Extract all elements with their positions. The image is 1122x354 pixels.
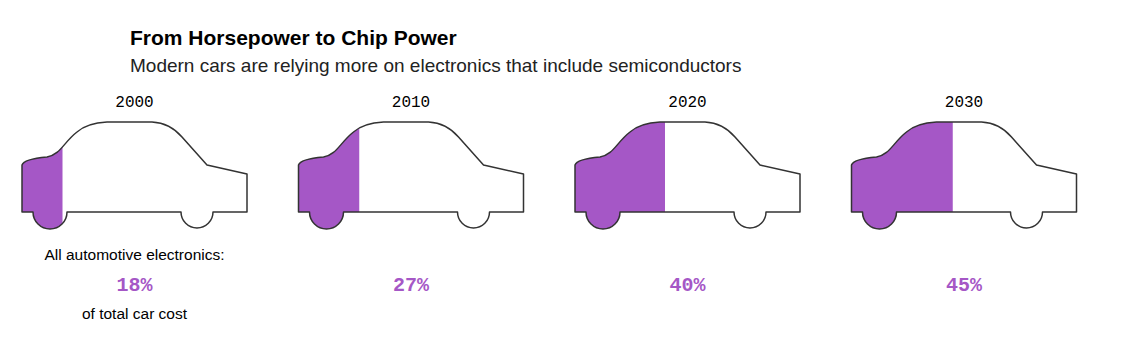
car-outline — [852, 122, 1077, 229]
year-label: 2000 — [115, 94, 153, 112]
title: From Horsepower to Chip Power — [130, 26, 457, 49]
car — [852, 117, 1077, 237]
value-label: 45% — [946, 274, 983, 297]
electronics-share — [575, 117, 665, 237]
year-label: 2030 — [945, 94, 983, 112]
car — [575, 117, 800, 237]
chart-svg: From Horsepower to Chip Power Modern cars… — [0, 0, 1122, 354]
subtitle: Modern cars are relying more on electron… — [130, 55, 741, 76]
value-label: 40% — [669, 274, 706, 297]
year-label: 2020 — [668, 94, 706, 112]
annotation: of total car cost — [82, 305, 188, 322]
value-label: 27% — [393, 274, 430, 297]
car-outline — [575, 122, 800, 229]
annotation: All automotive electronics: — [44, 246, 224, 263]
value-label: 18% — [116, 274, 153, 297]
car-outline — [22, 122, 247, 229]
fill-group — [22, 117, 63, 237]
car — [299, 117, 524, 237]
electronics-share — [22, 117, 63, 237]
car-outline — [299, 122, 524, 229]
chart-container: From Horsepower to Chip Power Modern cars… — [0, 0, 1122, 354]
year-label: 2010 — [392, 94, 430, 112]
car — [22, 117, 247, 237]
fill-group — [575, 117, 665, 237]
